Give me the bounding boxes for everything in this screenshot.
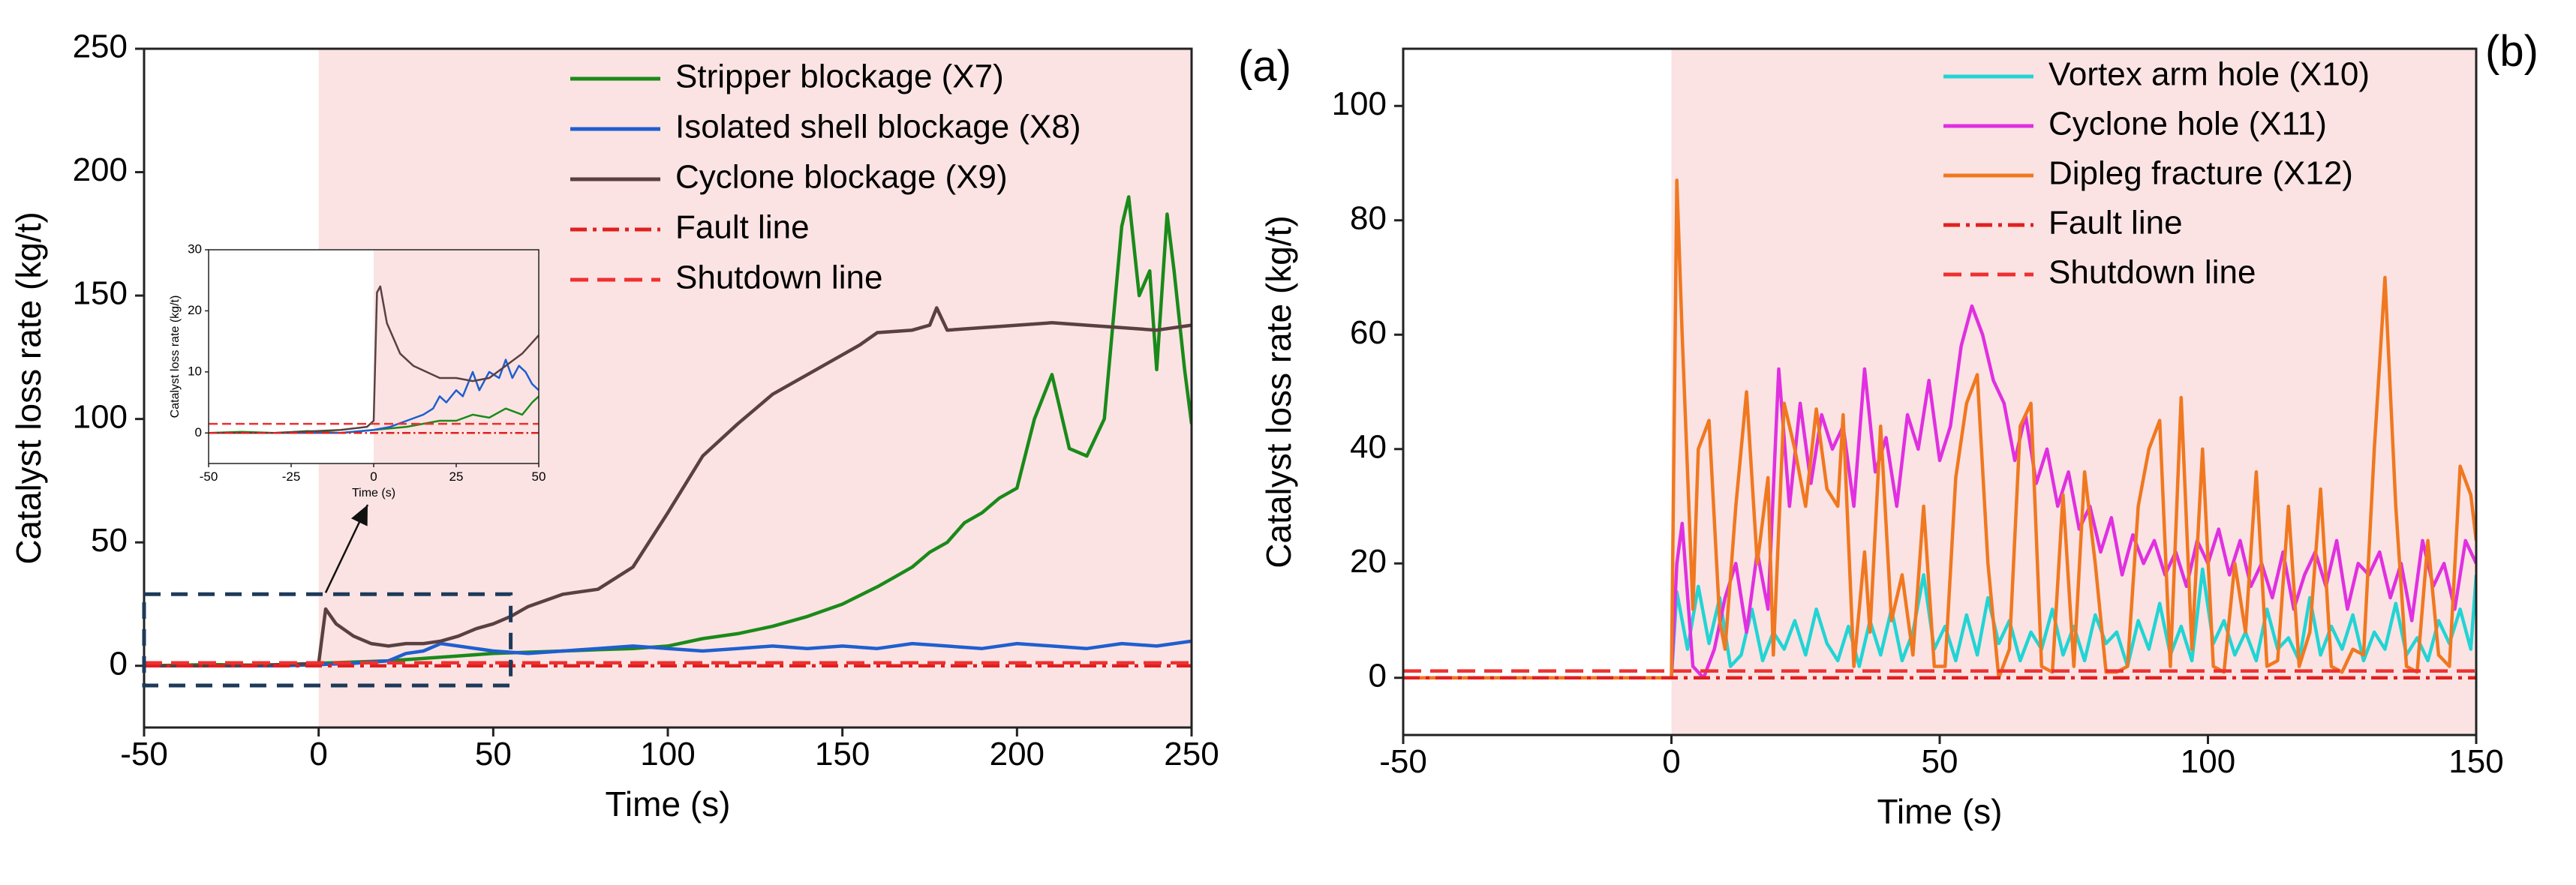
b-x-tick-label: -50 <box>1379 743 1427 780</box>
b-legend-label: Cyclone hole (X11) <box>2048 106 2327 142</box>
a-series-cyclone-blockage-x9- <box>144 306 1192 668</box>
a-x-tick-label: 50 <box>475 736 512 772</box>
a-series-stripper-blockage-x7- <box>144 195 1192 668</box>
b-y-tick-label: 100 <box>1332 86 1387 122</box>
b-y-tick-label: 20 <box>1350 543 1387 580</box>
a-y-tick-label: 100 <box>73 398 128 435</box>
a-inset-x-tick-label: 50 <box>532 470 546 484</box>
b-y-tick-label: 80 <box>1350 200 1387 236</box>
b-x-tick-label: 0 <box>1662 743 1680 780</box>
a-inset-y-tick-label: 20 <box>188 303 202 317</box>
b-x-tick-label: 100 <box>2181 743 2235 780</box>
a-inset-x-axis-title: Time (s) <box>352 487 395 500</box>
a-inset-y-axis-title: Catalyst loss rate (kg/t) <box>169 296 182 418</box>
a-inset-series-cyclone-blockage-x9- <box>209 285 539 434</box>
a-inset: -50 -25 0 25 50 0 10 20 30 Time (s) Catalyst loss … <box>169 242 546 500</box>
b-fault-region <box>1671 49 2476 735</box>
a-x-tick-label: -50 <box>120 736 168 772</box>
panel-label-b: (b) <box>2485 27 2538 76</box>
b-y-tick-label: 40 <box>1350 428 1387 465</box>
a-zoom-arrow-head <box>350 505 368 526</box>
a-inset-x-tick-label: -50 <box>200 470 218 484</box>
a-inset-x-tick-label: 25 <box>449 470 464 484</box>
a-y-axis-title: Catalyst loss rate (kg/t) <box>9 212 48 564</box>
a-y-tick-label: 50 <box>91 522 128 559</box>
b-series-group <box>1403 178 2476 680</box>
b-legend-label: Fault line <box>2048 205 2183 242</box>
a-x-tick-label: 200 <box>990 736 1045 772</box>
b-x-tick-label: 50 <box>1922 743 1958 780</box>
a-series-isolated-shell-blockage-x8- <box>144 639 1192 668</box>
a-inset-y-tick-label: 30 <box>188 242 202 256</box>
a-legend-label: Isolated shell blockage (X8) <box>675 109 1081 146</box>
b-legend-label: Dipleg fracture (X12) <box>2048 155 2353 192</box>
b-legend-label: Shutdown line <box>2048 254 2256 291</box>
b-y-tick-label: 0 <box>1369 657 1387 694</box>
chart-panel-b: -50 0 50 100 150 0 20 40 60 80 100 Time (s) Catalyst… <box>1259 47 2504 831</box>
a-inset-series-group <box>209 285 539 434</box>
a-inset-x-tick-label: 0 <box>370 470 377 484</box>
b-x-axis-title: Time (s) <box>1877 792 2003 831</box>
panel-label-a: (a) <box>1238 42 1291 91</box>
b-y-tick-label: 60 <box>1350 314 1387 351</box>
a-inset-fault-region <box>374 250 539 464</box>
a-legend-label: Cyclone blockage (X9) <box>675 159 1008 196</box>
b-legend-label: Vortex arm hole (X10) <box>2048 56 2370 93</box>
a-y-tick-label: 0 <box>110 645 128 682</box>
a-inset-x-tick-label: -25 <box>282 470 301 484</box>
b-y-axis-title: Catalyst loss rate (kg/t) <box>1259 215 1298 568</box>
a-inset-series-isolated-shell-blockage-x8- <box>209 358 539 434</box>
b-series-cyclone-hole-x11- <box>1403 304 2476 680</box>
a-x-axis-title: Time (s) <box>606 784 731 824</box>
a-y-tick-label: 150 <box>73 275 128 312</box>
a-x-tick-label: 100 <box>640 736 695 772</box>
a-inset-y-tick-label: 10 <box>188 364 202 378</box>
a-y-tick-label: 250 <box>73 28 128 65</box>
a-inset-y-tick-label: 0 <box>195 425 202 440</box>
a-x-tick-label: 150 <box>815 736 870 772</box>
a-x-tick-label: 0 <box>309 736 327 772</box>
b-series-vortex-arm-hole-x10- <box>1403 567 2476 680</box>
a-legend-label: Shutdown line <box>675 260 882 296</box>
a-x-tick-label: 250 <box>1164 736 1219 772</box>
a-legend-label: Fault line <box>675 209 810 246</box>
a-legend-label: Stripper blockage (X7) <box>675 58 1004 95</box>
a-y-tick-label: 200 <box>73 152 128 188</box>
b-x-tick-label: 150 <box>2448 743 2503 780</box>
a-series-group <box>144 195 1192 668</box>
a-zoom-box <box>142 592 513 688</box>
